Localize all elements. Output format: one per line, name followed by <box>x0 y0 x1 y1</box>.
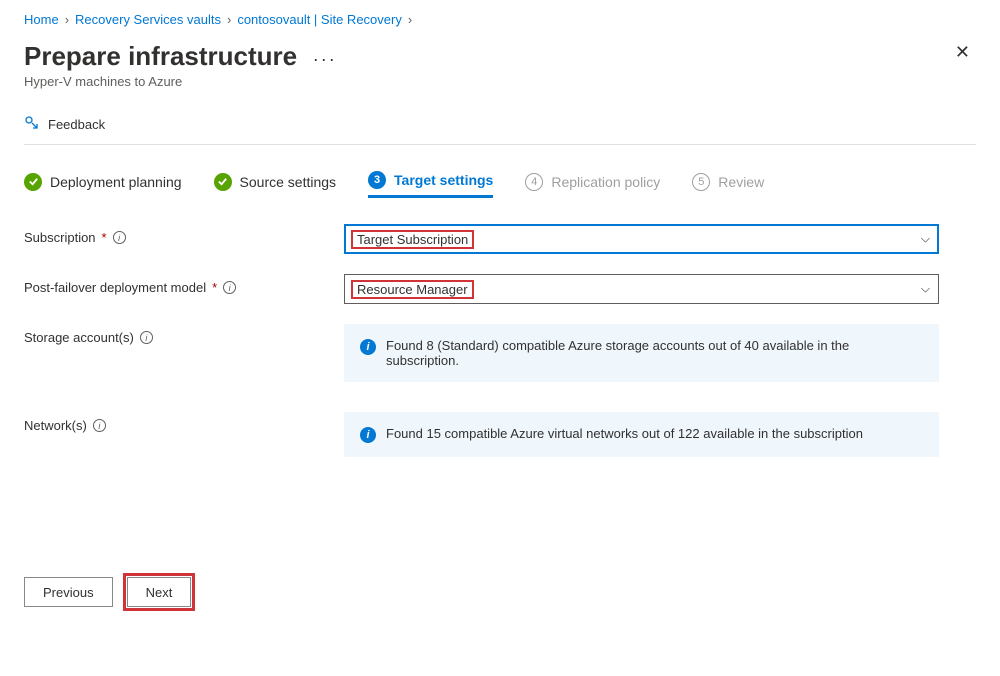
check-icon <box>214 173 232 191</box>
step-number-icon: 5 <box>692 173 710 191</box>
networks-info-text: Found 15 compatible Azure virtual networ… <box>386 426 863 443</box>
step-target-settings[interactable]: 3 Target settings <box>368 171 493 198</box>
step-number-icon: 3 <box>368 171 386 189</box>
chevron-down-icon: ⌵ <box>921 282 930 297</box>
page-subtitle: Hyper-V machines to Azure <box>24 74 337 89</box>
step-replication-policy[interactable]: 4 Replication policy <box>525 171 660 198</box>
storage-accounts-label: Storage account(s) <box>24 330 134 345</box>
close-icon[interactable]: ✕ <box>949 41 976 63</box>
breadcrumb-sep: › <box>408 12 412 27</box>
networks-label: Network(s) <box>24 418 87 433</box>
wizard-steps: Deployment planning Source settings 3 Ta… <box>24 171 976 198</box>
step-review[interactable]: 5 Review <box>692 171 764 198</box>
info-icon[interactable]: i <box>223 281 236 294</box>
subscription-dropdown[interactable]: Target Subscription ⌵ <box>344 224 939 254</box>
next-button[interactable]: Next <box>127 577 192 607</box>
deployment-model-label: Post-failover deployment model <box>24 280 206 295</box>
feedback-button[interactable]: Feedback <box>24 115 105 134</box>
info-icon: i <box>360 339 376 355</box>
step-label: Source settings <box>240 174 337 190</box>
info-icon[interactable]: i <box>93 419 106 432</box>
storage-info-panel: i Found 8 (Standard) compatible Azure st… <box>344 324 939 382</box>
required-marker: * <box>102 230 107 245</box>
breadcrumb-item-home[interactable]: Home <box>24 12 59 27</box>
breadcrumb-sep: › <box>65 12 69 27</box>
feedback-icon <box>24 115 40 134</box>
step-label: Target settings <box>394 172 493 188</box>
check-icon <box>24 173 42 191</box>
page-title: Prepare infrastructure <box>24 41 297 72</box>
step-deployment-planning[interactable]: Deployment planning <box>24 171 182 198</box>
required-marker: * <box>212 280 217 295</box>
breadcrumb-sep: › <box>227 12 231 27</box>
deployment-model-value: Resource Manager <box>357 282 468 297</box>
info-icon[interactable]: i <box>113 231 126 244</box>
subscription-value: Target Subscription <box>357 232 468 247</box>
storage-info-text: Found 8 (Standard) compatible Azure stor… <box>386 338 923 368</box>
breadcrumb-item-vaults[interactable]: Recovery Services vaults <box>75 12 221 27</box>
subscription-label: Subscription <box>24 230 96 245</box>
previous-button[interactable]: Previous <box>24 577 113 607</box>
info-icon: i <box>360 427 376 443</box>
step-number-icon: 4 <box>525 173 543 191</box>
step-source-settings[interactable]: Source settings <box>214 171 337 198</box>
step-label: Review <box>718 174 764 190</box>
more-actions-button[interactable]: ··· <box>313 49 337 70</box>
networks-info-panel: i Found 15 compatible Azure virtual netw… <box>344 412 939 457</box>
step-label: Deployment planning <box>50 174 182 190</box>
breadcrumb: Home › Recovery Services vaults › contos… <box>24 12 976 27</box>
step-label: Replication policy <box>551 174 660 190</box>
breadcrumb-item-vault-site-recovery[interactable]: contosovault | Site Recovery <box>237 12 402 27</box>
chevron-down-icon: ⌵ <box>921 232 930 247</box>
deployment-model-dropdown[interactable]: Resource Manager ⌵ <box>344 274 939 304</box>
feedback-label: Feedback <box>48 117 105 132</box>
info-icon[interactable]: i <box>140 331 153 344</box>
